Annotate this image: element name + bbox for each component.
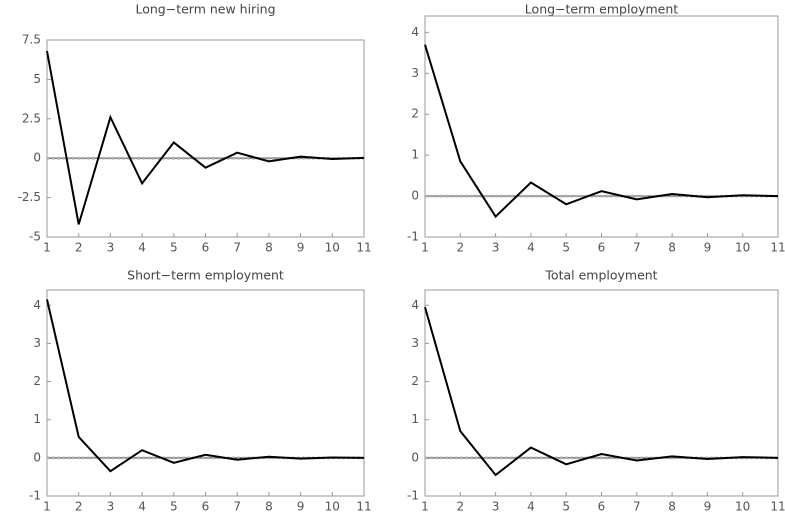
y-tick-label: 2 [411,374,419,388]
y-tick-label: 5 [33,72,41,86]
x-tick-label: 4 [527,500,535,513]
x-tick-label: 4 [138,241,146,255]
series-line [424,306,779,477]
x-tick-label: 5 [562,241,570,255]
y-tick-label: 3 [33,336,41,350]
x-tick-label: 9 [704,500,712,513]
x-tick-label: 4 [527,241,535,255]
x-tick-label: 7 [233,500,241,513]
x-tick-label: 7 [633,500,641,513]
y-tick-label: 1 [33,412,41,426]
y-tick-label: -2.5 [18,190,41,204]
plot-frame [46,39,365,238]
x-tick-label: 10 [325,500,340,513]
x-tick-label: 1 [43,241,51,255]
y-tick-label: 1 [411,412,419,426]
x-tick-label: 10 [735,500,750,513]
y-tick-label: -1 [29,489,41,503]
x-tick-label: 8 [668,241,676,255]
y-tick-label: 3 [411,336,419,350]
x-tick-label: 11 [356,241,371,255]
y-tick-label: 7.5 [22,33,41,47]
x-tick-label: 8 [265,241,273,255]
y-tick-label: 1 [411,148,419,162]
y-tick-label: 0 [33,151,41,165]
x-tick-label: 2 [75,241,83,255]
x-tick-label: 3 [492,241,500,255]
x-tick-label: 5 [170,241,178,255]
series-line [46,299,365,473]
x-tick-label: 1 [421,500,429,513]
plot-frame [424,289,779,497]
y-tick-label: 4 [33,298,41,312]
x-tick-label: 2 [456,500,464,513]
y-tick-label: 0 [33,450,41,464]
y-tick-label: 4 [411,25,419,39]
x-tick-label: 4 [138,500,146,513]
x-tick-label: 5 [562,500,570,513]
panel-title: Total employment [544,268,657,283]
y-tick-label: 2 [411,107,419,121]
x-tick-label: 9 [297,241,305,255]
x-tick-label: 7 [633,241,641,255]
y-tick-label: -1 [407,230,419,244]
x-tick-label: 3 [107,241,115,255]
x-tick-label: 2 [456,241,464,255]
y-tick-label: 4 [411,298,419,312]
x-tick-label: 5 [170,500,178,513]
y-tick-label: 0 [411,450,419,464]
x-tick-label: 6 [598,500,606,513]
x-tick-label: 2 [75,500,83,513]
panel-title: Long−term new hiring [135,2,275,17]
x-tick-label: 8 [265,500,273,513]
x-tick-label: 11 [356,500,371,513]
panel-title: Short−term employment [127,268,284,283]
x-tick-label: 9 [297,500,305,513]
x-tick-label: 9 [704,241,712,255]
y-tick-label: 2.5 [22,111,41,125]
x-tick-label: 10 [735,241,750,255]
plot-frame [424,15,779,238]
y-tick-label: -5 [29,230,41,244]
x-tick-label: 6 [202,241,210,255]
series-line [424,44,779,219]
plot-frame [46,289,365,497]
x-tick-label: 11 [770,500,785,513]
x-tick-label: 6 [598,241,606,255]
x-tick-label: 3 [492,500,500,513]
x-tick-label: 8 [668,500,676,513]
x-tick-label: 1 [421,241,429,255]
y-tick-label: 3 [411,66,419,80]
y-tick-label: -1 [407,489,419,503]
x-tick-label: 11 [770,241,785,255]
panel-title: Long−term employment [525,2,678,17]
y-tick-label: 0 [411,189,419,203]
x-tick-label: 10 [325,241,340,255]
x-tick-label: 1 [43,500,51,513]
x-tick-label: 3 [107,500,115,513]
y-tick-label: 2 [33,374,41,388]
series-line [46,50,365,225]
x-tick-label: 7 [233,241,241,255]
x-tick-label: 6 [202,500,210,513]
